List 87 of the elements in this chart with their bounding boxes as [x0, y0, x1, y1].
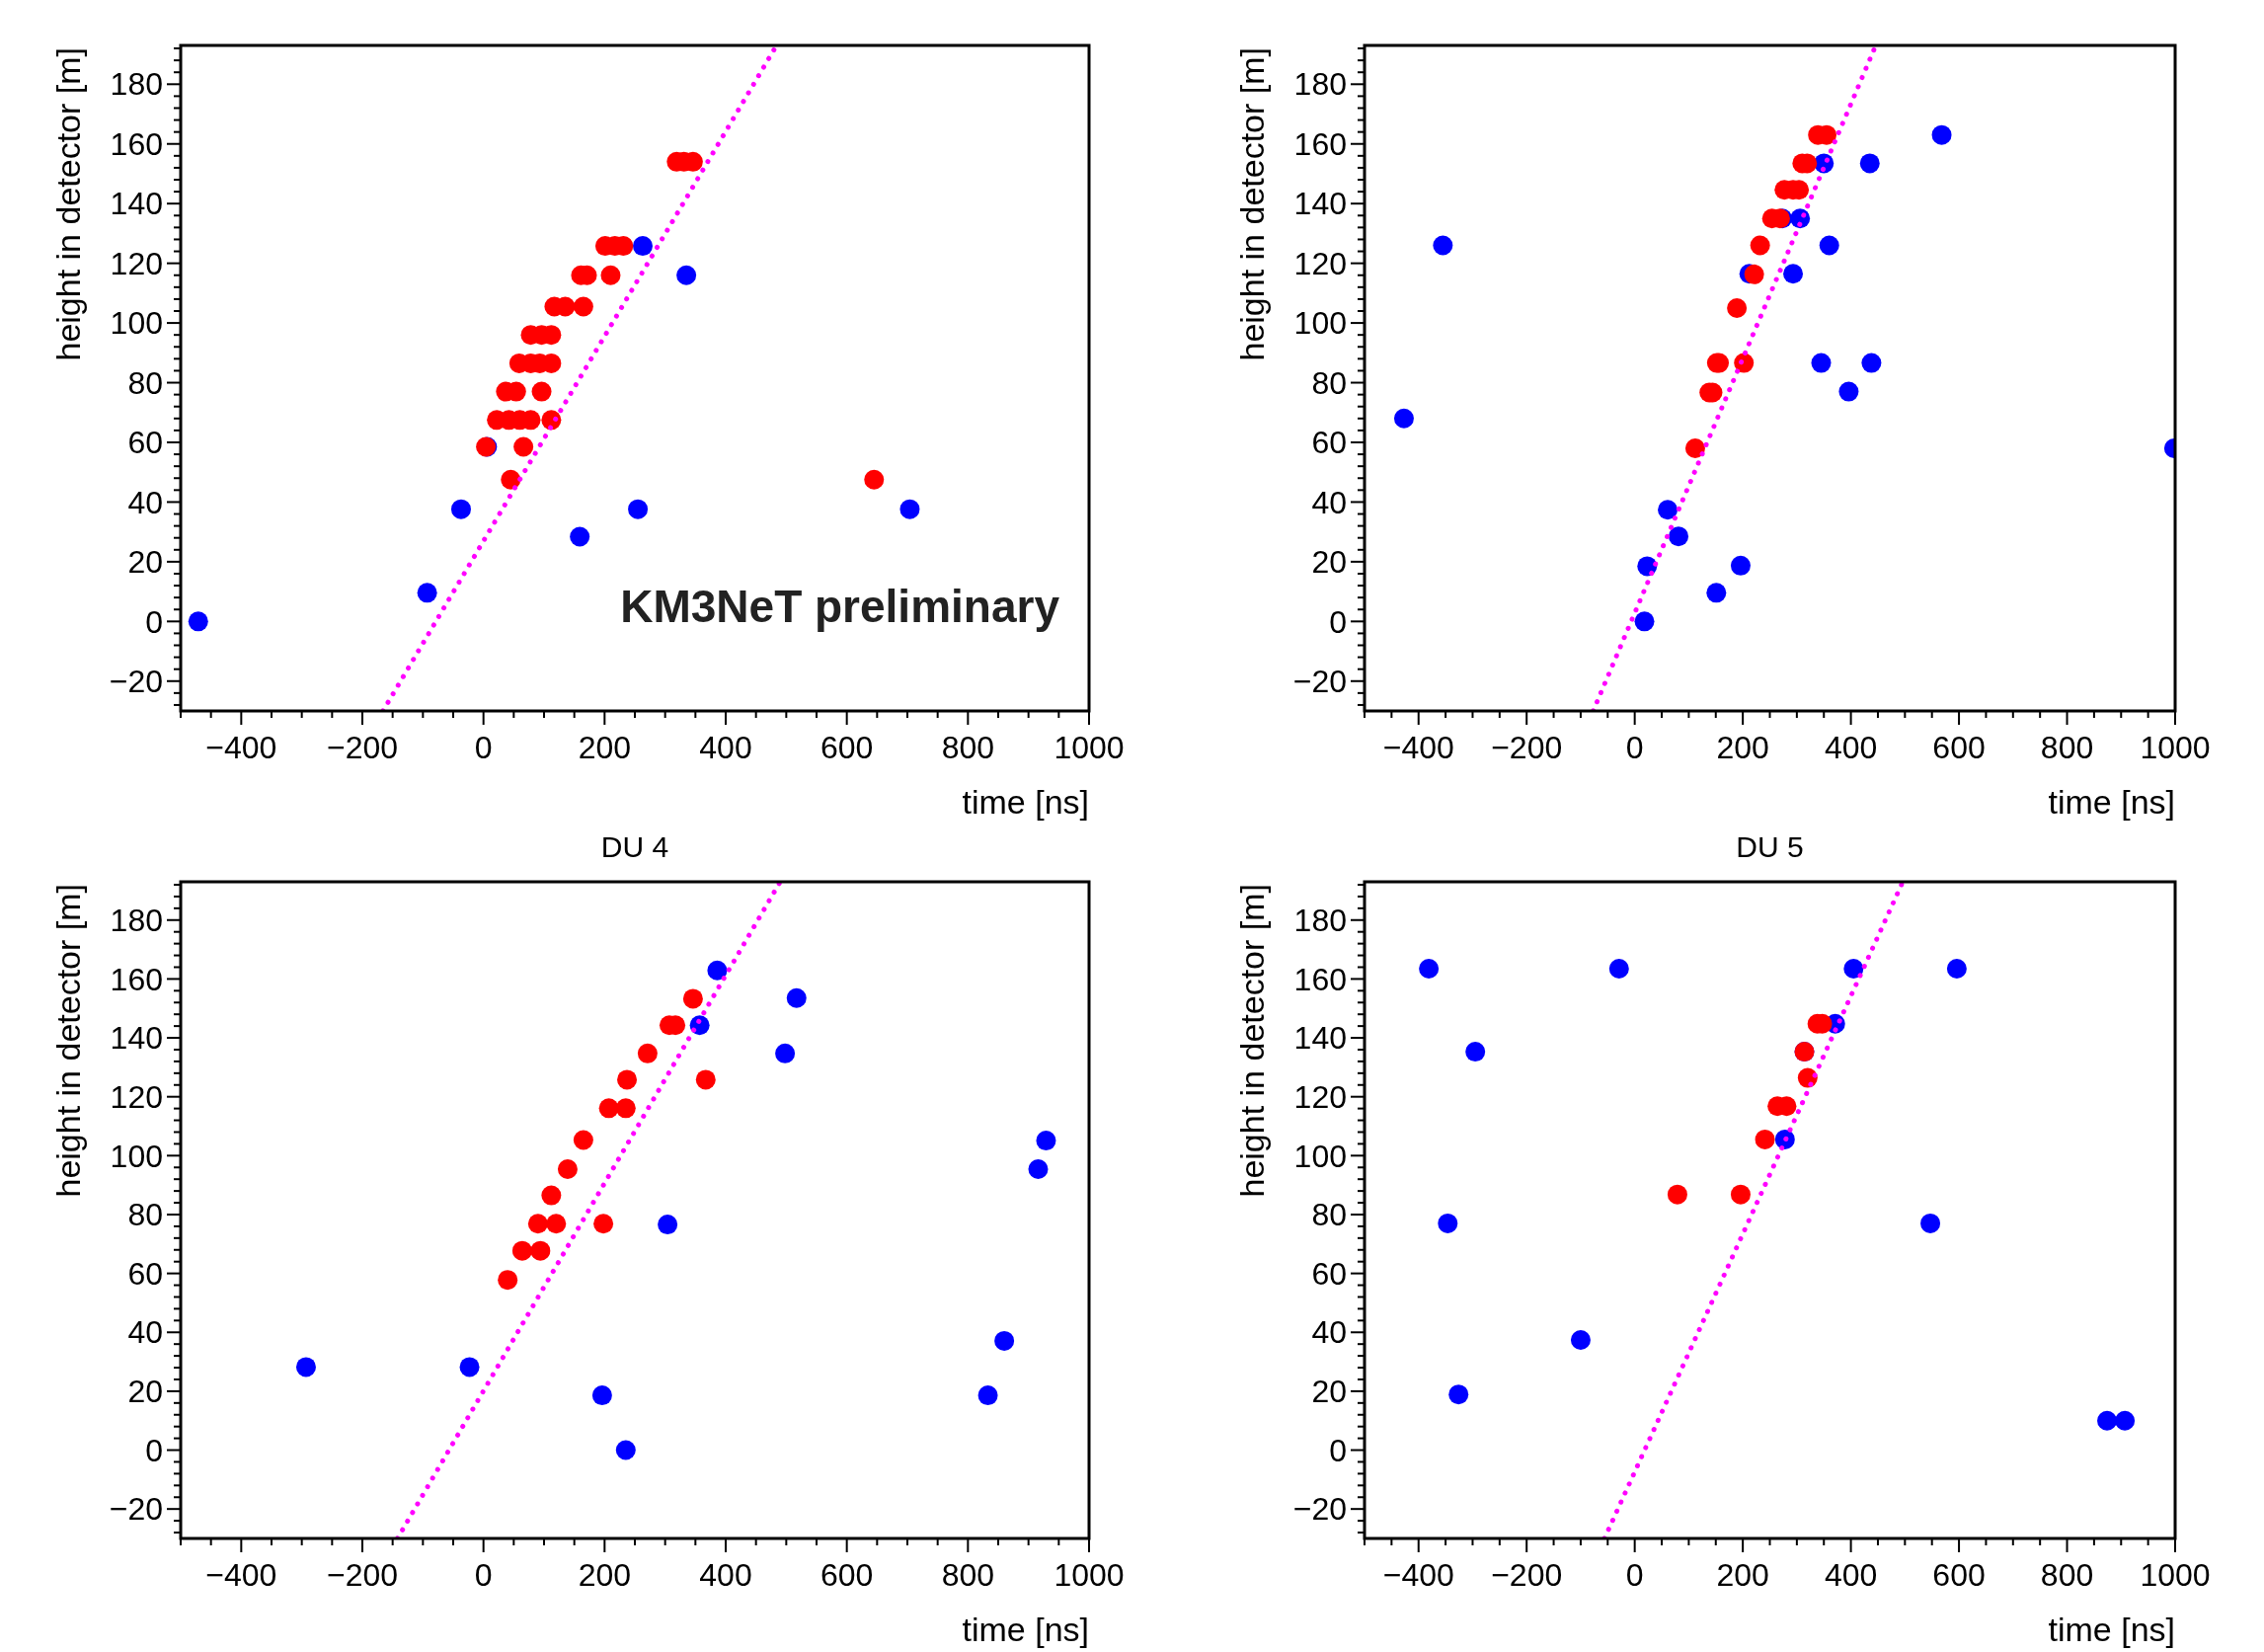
y-tick-label: 20: [127, 544, 163, 581]
x-tick-label: −200: [326, 1557, 399, 1593]
y-tick-label: 160: [1293, 961, 1347, 997]
x-tick-label: 0: [1625, 1557, 1644, 1593]
y-axis-title: height in detector [m]: [1233, 884, 1271, 1198]
x-axis-title: time [ns]: [962, 1611, 1089, 1648]
y-tick-label: 160: [110, 125, 163, 162]
y-tick-label: 140: [110, 186, 163, 222]
x-tick-label: 600: [1932, 730, 1986, 765]
y-tick-label: 160: [1293, 125, 1347, 162]
x-tick-label: 600: [820, 1557, 874, 1593]
x-tick-label: −400: [205, 730, 277, 765]
y-tick-label: 140: [110, 1020, 163, 1057]
x-tick-label: 0: [1625, 730, 1644, 765]
y-axis-title: height in detector [m]: [49, 47, 87, 361]
x-tick-label: 200: [578, 730, 632, 765]
x-tick-label: −200: [1491, 1557, 1563, 1593]
x-tick-label: 1000: [2140, 1557, 2211, 1593]
x-tick-label: 200: [1716, 1557, 1769, 1593]
y-tick-label: 20: [127, 1374, 163, 1410]
y-tick-label: 60: [1311, 425, 1347, 461]
x-tick-label: 200: [1716, 730, 1769, 765]
x-tick-label: −400: [1382, 1557, 1454, 1593]
x-tick-label: 600: [1932, 1557, 1986, 1593]
y-axis-title: height in detector [m]: [49, 884, 87, 1198]
x-tick-label: −400: [205, 1557, 277, 1593]
y-tick-label: 120: [1293, 245, 1347, 281]
y-tick-label: 40: [127, 484, 163, 520]
y-tick-label: 180: [1293, 902, 1347, 938]
y-tick-label: −20: [1292, 1491, 1347, 1528]
y-tick-label: −20: [109, 1491, 163, 1528]
x-tick-label: −400: [1382, 730, 1454, 765]
y-tick-label: 20: [1311, 1374, 1347, 1410]
y-tick-label: 180: [110, 902, 163, 938]
x-tick-label: 800: [941, 730, 995, 765]
x-tick-label: 800: [2040, 1557, 2094, 1593]
y-tick-label: 160: [110, 961, 163, 997]
x-axis-title: time [ns]: [2048, 1611, 2175, 1648]
y-tick-label: 80: [1311, 1197, 1347, 1233]
y-tick-label: 140: [1293, 186, 1347, 222]
x-tick-label: 1000: [1054, 1557, 1125, 1593]
y-tick-label: 180: [110, 66, 163, 103]
x-tick-label: 800: [941, 1557, 995, 1593]
y-tick-label: 180: [1293, 66, 1347, 103]
annotation: KM3NeT preliminary: [620, 581, 1060, 632]
y-tick-label: 0: [1329, 1432, 1347, 1468]
x-tick-label: 400: [1824, 1557, 1878, 1593]
y-tick-label: 80: [127, 1197, 163, 1233]
y-tick-label: 60: [127, 425, 163, 461]
y-tick-label: 60: [127, 1255, 163, 1292]
y-tick-label: 0: [145, 603, 163, 640]
x-tick-label: 200: [578, 1557, 632, 1593]
y-tick-label: 40: [1311, 1314, 1347, 1351]
y-tick-label: 100: [110, 305, 163, 342]
x-tick-label: 600: [820, 730, 874, 765]
x-tick-label: −200: [326, 730, 399, 765]
x-tick-label: 0: [474, 1557, 493, 1593]
y-tick-label: 100: [1293, 1138, 1347, 1174]
y-tick-label: 0: [1329, 603, 1347, 640]
y-tick-label: 0: [145, 1432, 163, 1468]
y-tick-label: −20: [109, 663, 163, 699]
y-tick-label: 60: [1311, 1255, 1347, 1292]
y-tick-label: 120: [110, 1078, 163, 1115]
chart-title: DU 4: [600, 830, 669, 863]
y-tick-label: 80: [127, 364, 163, 401]
x-tick-label: 400: [699, 730, 752, 765]
x-tick-label: −200: [1491, 730, 1563, 765]
x-tick-label: 0: [474, 730, 493, 765]
y-axis-title: height in detector [m]: [1233, 47, 1271, 361]
x-axis-title: time [ns]: [2048, 783, 2175, 821]
y-tick-label: 120: [1293, 1078, 1347, 1115]
x-tick-label: 800: [2040, 730, 2094, 765]
y-tick-label: 20: [1311, 544, 1347, 581]
y-tick-label: −20: [1292, 663, 1347, 699]
x-tick-label: 400: [1824, 730, 1878, 765]
y-tick-label: 80: [1311, 364, 1347, 401]
y-tick-label: 40: [127, 1314, 163, 1351]
y-tick-label: 140: [1293, 1020, 1347, 1057]
y-tick-label: 100: [110, 1138, 163, 1174]
y-tick-label: 100: [1293, 305, 1347, 342]
x-tick-label: 1000: [2140, 730, 2211, 765]
x-tick-label: 400: [699, 1557, 752, 1593]
x-axis-title: time [ns]: [962, 783, 1089, 821]
x-tick-label: 1000: [1054, 730, 1125, 765]
y-tick-label: 40: [1311, 484, 1347, 520]
y-tick-label: 120: [110, 245, 163, 281]
chart-title: DU 5: [1736, 830, 1804, 863]
